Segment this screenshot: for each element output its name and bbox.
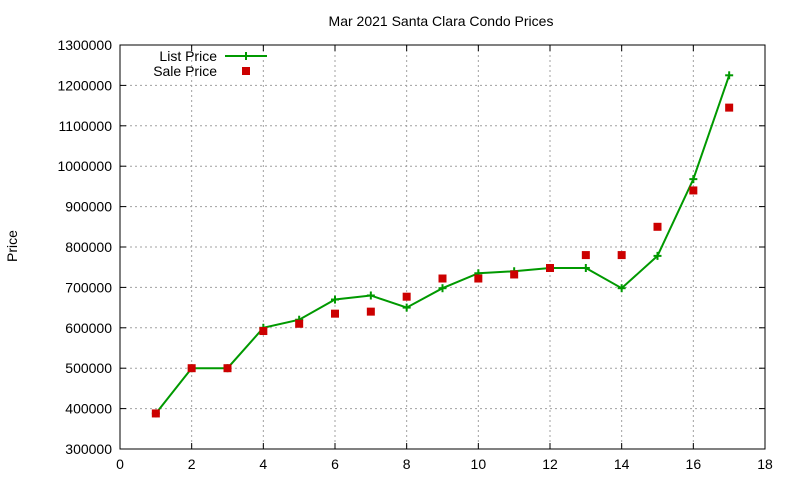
data-point-list-price <box>617 284 626 293</box>
y-tick-label: 1200000 <box>57 77 112 93</box>
grid-lines <box>120 45 765 449</box>
data-point-sale-price <box>331 309 339 318</box>
data-point-sale-price <box>653 222 662 231</box>
y-tick-label: 800000 <box>65 239 112 255</box>
y-tick-label: 900000 <box>65 199 112 215</box>
y-tick-label: 600000 <box>65 320 112 336</box>
y-tick-label: 1100000 <box>59 118 113 134</box>
data-point-sale-price <box>474 274 483 283</box>
x-tick-label: 18 <box>757 456 773 472</box>
data-point-list-price <box>689 175 698 184</box>
x-tick-label: 6 <box>331 456 339 472</box>
data-point-sale-price <box>187 364 196 373</box>
data-point-list-price <box>725 71 734 80</box>
legend-label-sale-price: Sale Price <box>153 63 217 79</box>
y-tick-label: 1000000 <box>57 158 112 174</box>
x-tick-label: 12 <box>542 456 558 472</box>
x-tick-label: 10 <box>471 456 487 472</box>
y-tick-label: 1300000 <box>57 37 112 53</box>
data-point-list-price <box>402 303 411 312</box>
data-point-list-price <box>653 251 662 260</box>
data-point-sale-price <box>510 270 519 279</box>
x-tick-label: 2 <box>188 456 196 472</box>
data-point-sale-price <box>223 364 232 373</box>
data-point-sale-price <box>366 307 375 316</box>
legend-label-list-price: List Price <box>159 48 217 64</box>
y-tick-label: 300000 <box>65 441 112 457</box>
data-point-list-price <box>331 295 339 304</box>
x-tick-label: 16 <box>686 456 702 472</box>
data-point-sale-price <box>259 327 268 336</box>
legend-marker-list-price <box>242 52 250 60</box>
data-point-sale-price <box>689 186 698 195</box>
legend: List Price Sale Price <box>153 48 267 79</box>
y-tick-label: 700000 <box>65 279 112 295</box>
data-point-list-price <box>438 284 447 293</box>
x-tick-label: 4 <box>259 456 267 472</box>
y-axis-label: Price <box>4 230 20 262</box>
data-point-sale-price <box>295 319 304 328</box>
data-point-sale-price <box>617 251 626 260</box>
data-point-sale-price <box>725 103 734 112</box>
x-tick-label: 0 <box>116 456 124 472</box>
data-point-sale-price <box>581 251 590 260</box>
data-point-sale-price <box>151 409 160 418</box>
y-tick-label: 500000 <box>65 360 112 376</box>
x-tick-label: 8 <box>403 456 411 472</box>
data-point-sale-price <box>438 274 447 283</box>
axis-ticks: 300000 400000 500000 600000 700000 800000 9000… <box>57 37 773 472</box>
x-tick-label: 14 <box>614 456 630 472</box>
data-point-list-price <box>366 291 375 300</box>
data-point-list-price <box>581 264 590 273</box>
chart-title: Mar 2021 Santa Clara Condo Prices <box>329 13 554 29</box>
data-point-sale-price <box>402 292 411 301</box>
legend-marker-sale-price <box>242 67 250 75</box>
series-layer <box>151 71 734 418</box>
data-point-sale-price <box>546 264 554 273</box>
y-tick-label: 400000 <box>65 401 112 417</box>
